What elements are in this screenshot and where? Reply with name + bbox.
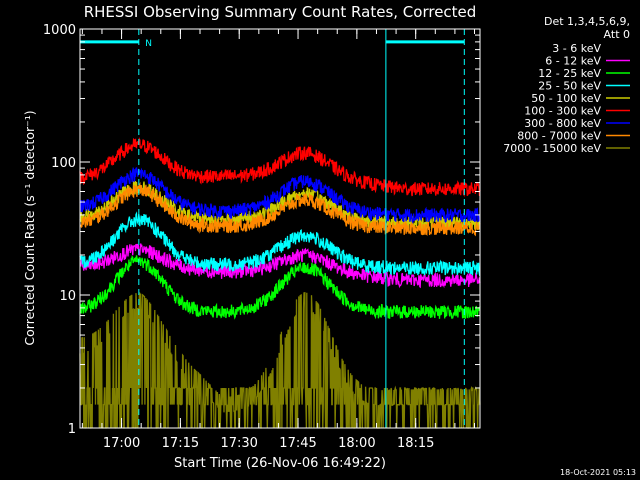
series-3-6keV <box>79 256 481 366</box>
legend-label: 25 - 50 keV <box>538 80 601 93</box>
legend-label: 800 - 7000 keV <box>517 130 601 143</box>
series-line <box>79 211 481 277</box>
series-line <box>79 137 481 198</box>
series-line <box>79 243 481 289</box>
y-tick-label: 1000 <box>43 23 76 38</box>
legend-label: 50 - 100 keV <box>531 92 601 105</box>
legend-header-line-1: Det 1,3,4,5,6,9, <box>544 15 630 28</box>
legend-label: 3 - 6 keV <box>552 42 601 55</box>
y-tick-label: 1 <box>68 422 76 437</box>
N-marker-label: N <box>145 39 152 49</box>
x-tick-label: 17:45 <box>279 436 316 451</box>
series-line <box>79 166 481 225</box>
plot-frame <box>79 28 481 429</box>
x-tick-label: 17:15 <box>162 436 199 451</box>
series-line <box>79 181 481 237</box>
footer-timestamp: 18-Oct-2021 05:13 <box>560 468 636 477</box>
legend-label: 100 - 300 keV <box>524 105 601 118</box>
axes-frame: 1 10 100 1000 17:00 17:15 17:30 17:45 18:00 18:15 <box>43 23 481 451</box>
x-tick-label: 17:00 <box>103 436 140 451</box>
chart-title: RHESSI Observing Summary Count Rates, Co… <box>84 3 477 21</box>
series-25-50keV <box>79 211 481 277</box>
legend-label: 12 - 25 keV <box>538 67 601 80</box>
series-6-12keV <box>79 243 481 289</box>
legend-label: 300 - 800 keV <box>524 117 601 130</box>
series-line <box>79 256 481 366</box>
x-tick-label: 17:30 <box>220 436 257 451</box>
series-12-25keV <box>79 255 481 320</box>
y-axis-label: Corrected Count Rate (s⁻¹ detector⁻¹) <box>22 110 37 345</box>
x-tick-label: 18:15 <box>397 436 434 451</box>
y-tick-label: 100 <box>51 156 76 171</box>
legend-label: 7000 - 15000 keV <box>503 142 601 155</box>
series-100-300keV <box>79 137 481 198</box>
series-line <box>79 255 481 320</box>
y-tick-label: 10 <box>59 289 76 304</box>
series-800-7000keV <box>79 181 481 237</box>
series-300-800keV <box>79 166 481 225</box>
x-tick-label: 18:00 <box>338 436 375 451</box>
legend-label: 6 - 12 keV <box>545 55 601 68</box>
legend-header-line-2: Att 0 <box>604 28 630 41</box>
x-axis-label: Start Time (26-Nov-06 16:49:22) <box>174 456 386 471</box>
